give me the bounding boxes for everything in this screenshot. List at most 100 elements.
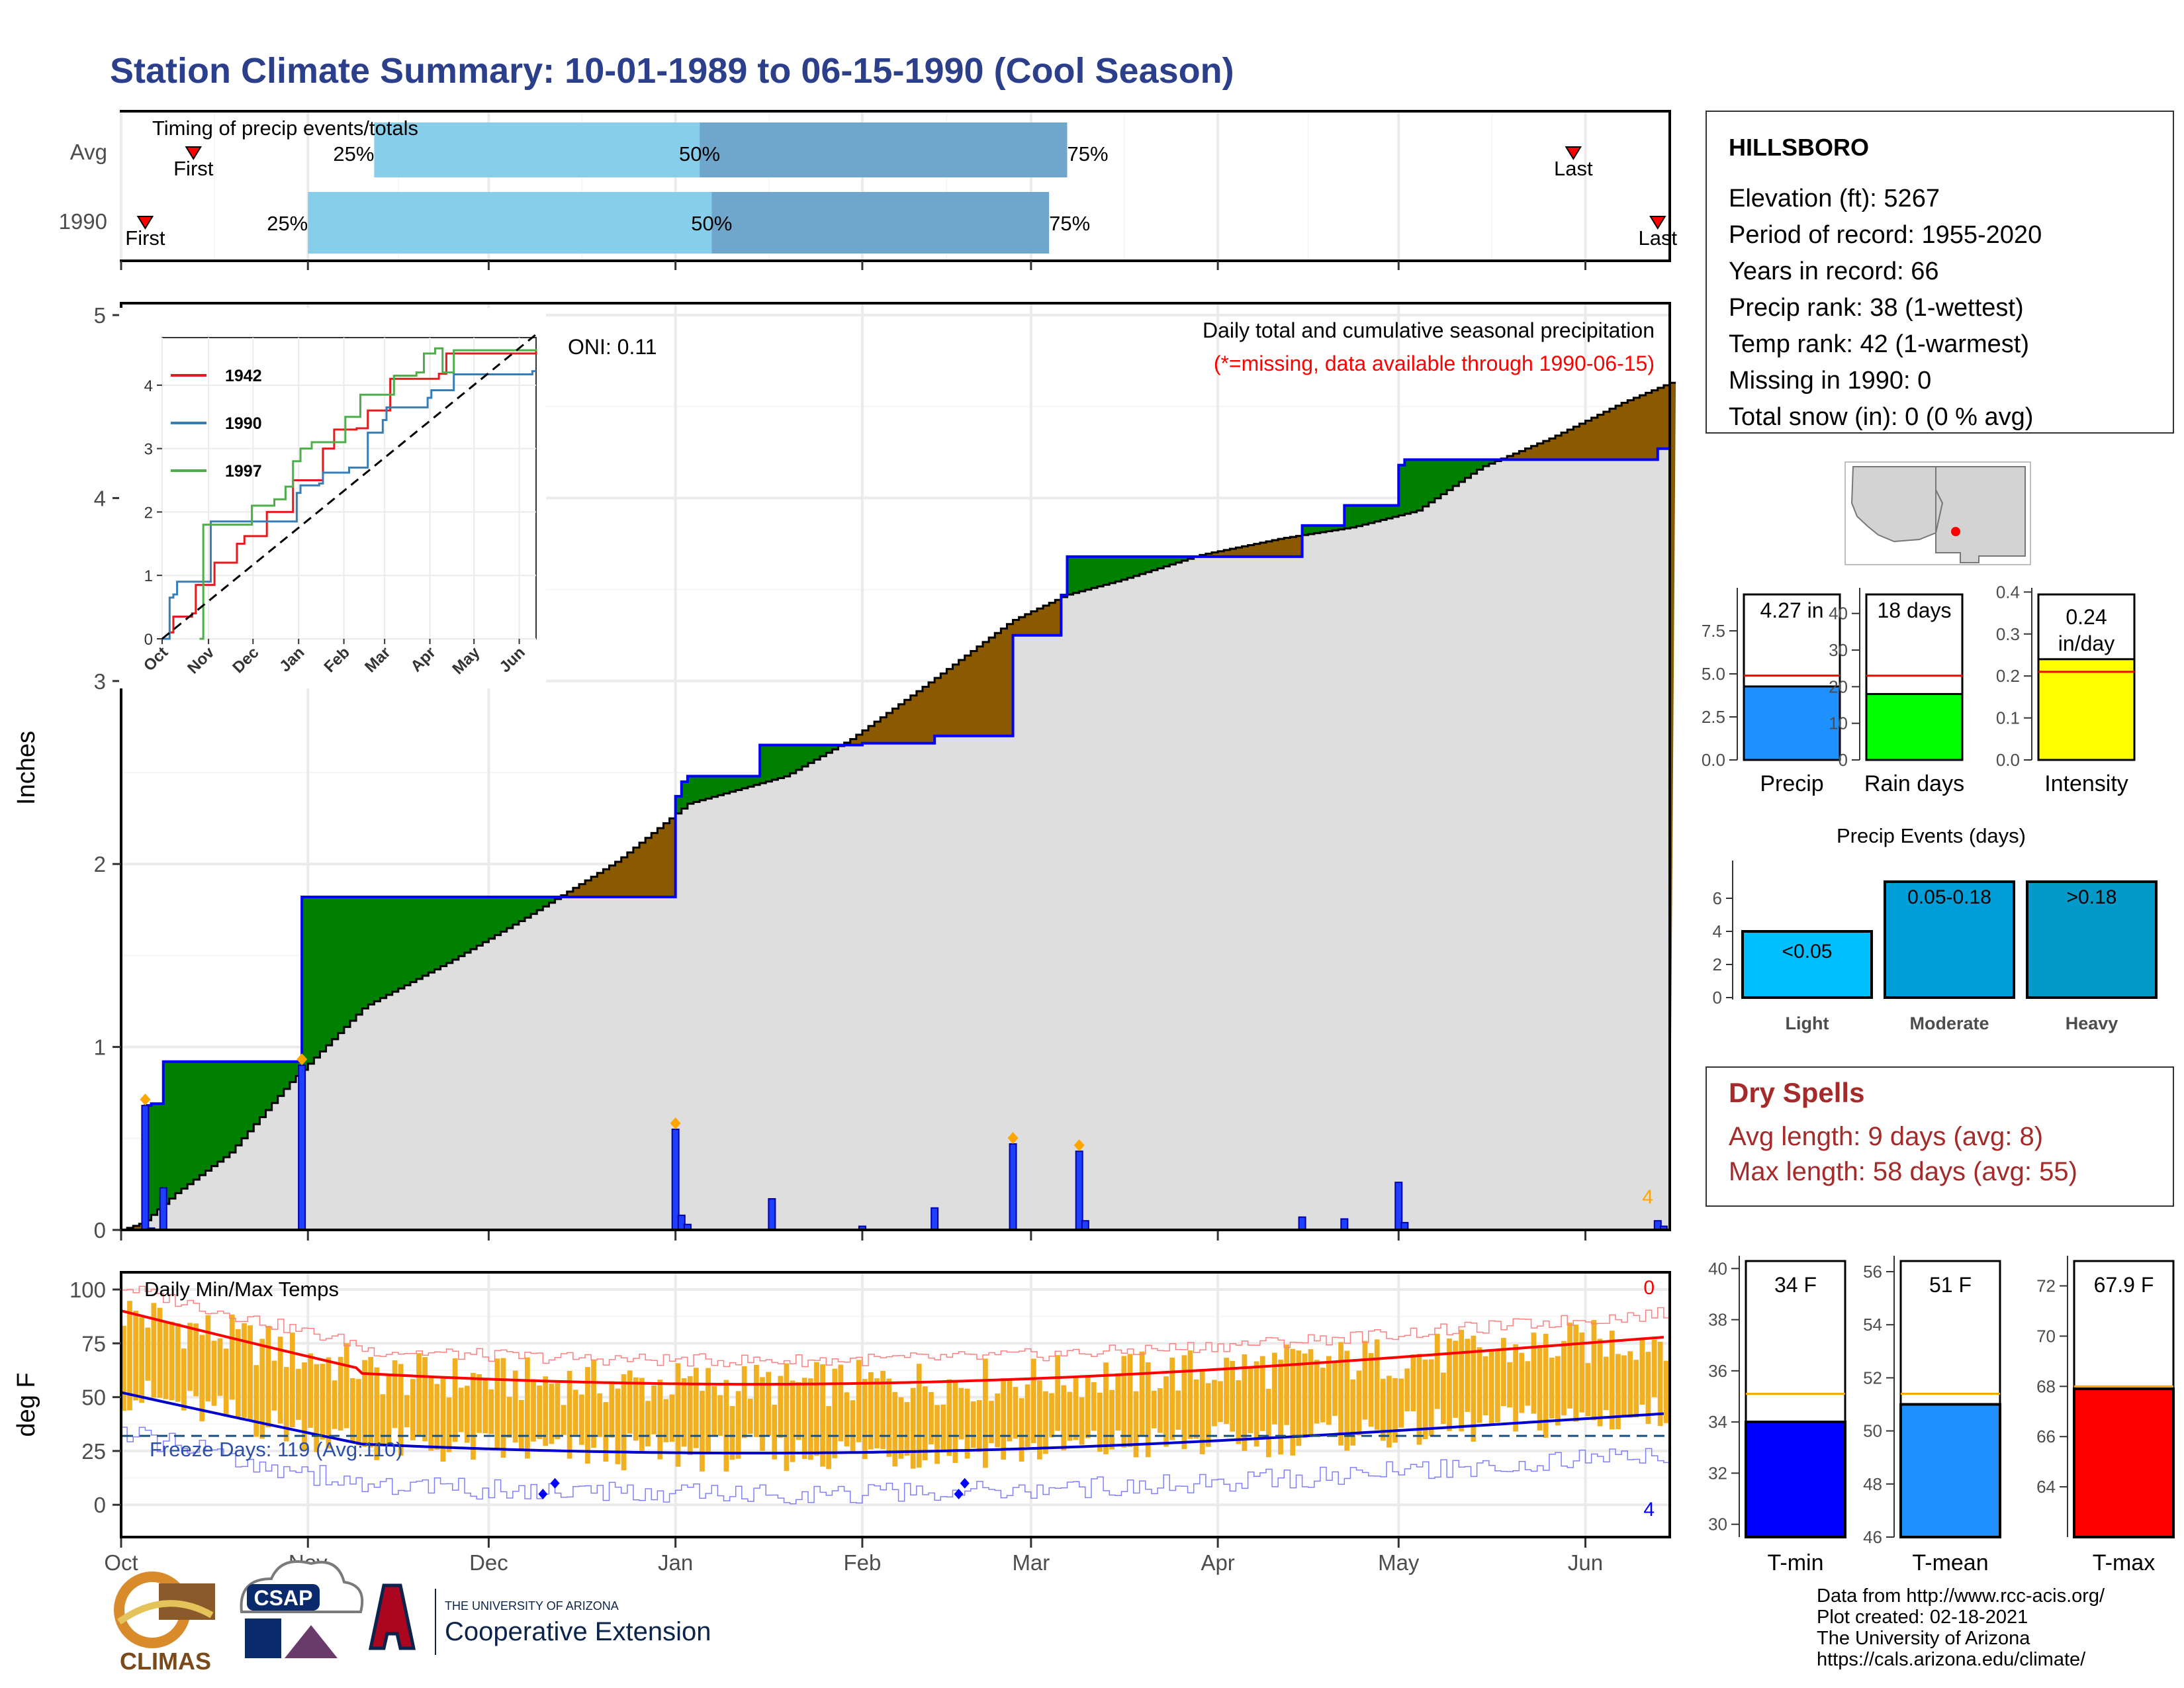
inset-legend-label: 1990	[225, 414, 262, 433]
precip-y-tick-label: 0	[94, 1218, 106, 1243]
daily-temp-range-bar	[259, 1338, 265, 1439]
csap-emblem	[245, 1618, 281, 1658]
daily-temp-range-bar	[1320, 1368, 1326, 1423]
daily-temp-range-bar	[1537, 1344, 1543, 1430]
daily-precip-bar	[1081, 1220, 1089, 1231]
daily-temp-range-bar	[283, 1367, 289, 1442]
daily-temp-range-bar	[1284, 1344, 1290, 1425]
record-low-marker	[954, 1488, 964, 1499]
daily-temp-range-bar	[1248, 1367, 1253, 1434]
temp-bar-name: T-min	[1768, 1550, 1824, 1575]
station-location-dot	[1951, 527, 1960, 536]
events-bar-label: <0.05	[1782, 941, 1833, 962]
timing-last-label: Last	[1638, 226, 1677, 250]
timing-first-label: First	[125, 226, 165, 250]
daily-temp-range-bar	[585, 1367, 590, 1464]
daily-temp-range-bar	[892, 1391, 898, 1467]
station-line: Temp rank: 42 (1-warmest)	[1729, 330, 2029, 358]
timing-p75-label: 75%	[1067, 142, 1108, 165]
daily-temp-range-bar	[1308, 1349, 1314, 1436]
daily-temp-range-bar	[747, 1399, 753, 1434]
daily-temp-range-bar	[801, 1378, 807, 1460]
daily-temp-range-bar	[446, 1397, 452, 1452]
daily-temp-range-bar	[1175, 1390, 1181, 1430]
mini-bar-label: 0.24	[2066, 605, 2107, 629]
daily-temp-range-bar	[1453, 1340, 1458, 1418]
credit-line: Data from http://www.rcc-acis.org/	[1817, 1585, 2105, 1607]
missing-note: (*=missing, data available through 1990-…	[1214, 352, 1655, 375]
map-states	[1935, 466, 2026, 563]
daily-temp-range-bar	[741, 1366, 747, 1438]
events-bar-name: Heavy	[2066, 1013, 2118, 1033]
daily-temp-range-bar	[242, 1323, 247, 1418]
temp-bar-tick-label: 64	[2036, 1477, 2056, 1497]
ua-shield	[368, 1583, 416, 1650]
daily-temp-range-bar	[910, 1387, 916, 1469]
temp-bar-tick-label: 54	[1863, 1315, 1882, 1335]
mini-bar-name: Intensity	[2044, 771, 2128, 796]
daily-temp-range-bar	[591, 1359, 596, 1448]
daily-temp-range-bar	[531, 1379, 536, 1442]
temp-y-tick-label: 50	[81, 1385, 106, 1410]
climas-emblem	[117, 1600, 214, 1625]
precip-y-tick-label: 1	[94, 1035, 106, 1060]
station-line: Years in record: 66	[1729, 258, 1939, 285]
daily-temp-range-bar	[362, 1360, 367, 1447]
daily-temp-range-bar	[1507, 1362, 1512, 1408]
daily-temp-range-bar	[784, 1363, 790, 1472]
daily-temp-range-bar	[416, 1353, 422, 1437]
csap-badge	[247, 1584, 320, 1611]
daily-temp-range-bar	[1657, 1341, 1663, 1427]
mini-bar-tick-label: 0.0	[1996, 750, 2020, 770]
inset-line-1997	[199, 347, 537, 640]
temp-bar-tick-label: 68	[2036, 1376, 2056, 1396]
mini-bar-tick-label: 0.3	[1996, 624, 2020, 644]
daily-temp-range-bar	[940, 1404, 946, 1451]
daily-temp-range-bar	[1404, 1368, 1410, 1412]
precip-event-marker	[670, 1117, 681, 1129]
daily-temp-range-bar	[952, 1380, 958, 1464]
daily-temp-range-bar	[1465, 1338, 1471, 1412]
precip-ylabel: Inches	[13, 731, 40, 805]
daily-temp-range-bar	[452, 1358, 458, 1442]
daily-temp-range-bar	[1013, 1387, 1019, 1439]
daily-temp-range-bar	[193, 1323, 199, 1397]
daily-temp-range-bar	[235, 1329, 241, 1418]
daily-temp-range-bar	[970, 1401, 976, 1448]
temp-y-tick-label: 75	[81, 1331, 106, 1356]
daily-temp-range-bar	[271, 1360, 277, 1411]
daily-temp-range-bar	[663, 1399, 669, 1442]
daily-temp-range-bar	[609, 1381, 615, 1438]
daily-temp-range-bar	[916, 1364, 922, 1468]
daily-temp-range-bar	[681, 1378, 687, 1447]
daily-temp-range-bar	[1193, 1379, 1199, 1439]
timing-last-marker	[1649, 216, 1666, 230]
station-line: Missing in 1990: 0	[1729, 367, 1931, 395]
timing-last-marker	[1565, 146, 1582, 160]
daily-temp-range-bar	[289, 1333, 295, 1428]
daily-temp-range-bar	[766, 1372, 771, 1436]
daily-temp-range-bar	[1302, 1353, 1308, 1438]
inset-legend-label: 1997	[225, 462, 262, 481]
daily-temp-range-bar	[1471, 1335, 1477, 1442]
daily-temp-range-bar	[760, 1377, 765, 1451]
daily-temp-range-bar	[434, 1383, 440, 1450]
daily-temp-range-bar	[1133, 1391, 1139, 1458]
daily-temp-range-bar	[1205, 1383, 1211, 1447]
climas-logo: CLIMAS	[114, 1571, 215, 1675]
precip-event-marker	[1073, 1139, 1085, 1152]
climas-wordmark: CLIMAS	[120, 1648, 211, 1675]
credit-line: https://cals.arizona.edu/climate/	[1817, 1649, 2086, 1670]
daily-temp-range-bar	[946, 1379, 952, 1456]
daily-temp-range-bar	[772, 1405, 778, 1460]
daily-temp-range-bar	[320, 1364, 326, 1440]
temp-bar-tick-label: 46	[1863, 1527, 1882, 1547]
daily-temp-range-bar	[1079, 1397, 1085, 1445]
daily-temp-range-bar	[711, 1385, 717, 1436]
daily-temp-range-bar	[1338, 1342, 1343, 1446]
daily-temp-range-bar	[1253, 1361, 1259, 1447]
daily-temp-range-bar	[458, 1387, 464, 1432]
daily-temp-range-bar	[488, 1389, 494, 1434]
daily-temp-range-bar	[639, 1378, 645, 1452]
temp-bar-value	[1745, 1421, 1846, 1539]
